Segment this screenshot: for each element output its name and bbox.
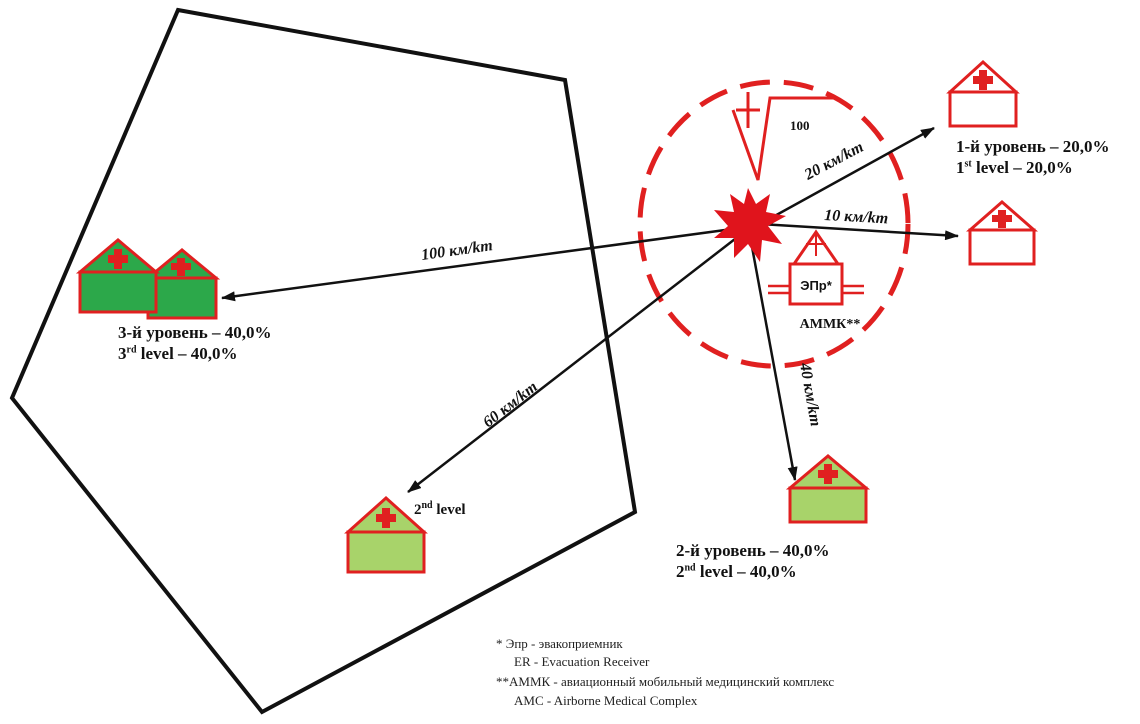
footnote-er-ru: * Эпр - эвакоприемник	[496, 636, 623, 651]
er-label: ЭПр*	[800, 278, 833, 293]
radiation-dose-icon	[731, 92, 836, 181]
level1-en-prefix: 1	[956, 158, 965, 177]
amc-label: АММК**	[800, 317, 861, 332]
level2-label: 2-й уровень – 40,0% 2nd level – 40,0%	[676, 540, 830, 582]
evacuation-receiver-icon	[768, 229, 864, 306]
level3-en-prefix: 3	[118, 344, 127, 363]
level2-label-ru: 2-й уровень – 40,0%	[676, 541, 830, 560]
incident-burst-icon	[714, 188, 786, 262]
route-arrow-level1-alt	[759, 222, 959, 241]
level3-en-suffix: level – 40,0%	[136, 344, 238, 363]
level3-label-ru: 3-й уровень – 40,0%	[118, 323, 272, 342]
level3-en-sup: rd	[126, 344, 137, 356]
level3-label-en: 3rd level – 40,0%	[118, 343, 272, 364]
route-arrow-level2-near	[748, 235, 798, 481]
level2-en-sup: nd	[684, 562, 696, 574]
route-arrow-level2-far	[407, 231, 745, 493]
footnote-amc-en: AMC - Airborne Medical Complex	[514, 693, 698, 708]
route-label-level2-near: 40 км/km	[796, 361, 824, 428]
route-label-level3: 100 км/km	[420, 237, 494, 264]
level3-label: 3-й уровень – 40,0% 3rd level – 40,0%	[118, 322, 272, 364]
level2-remote-facility-icon	[344, 495, 428, 574]
level2-label-en: 2nd level – 40,0%	[676, 561, 830, 582]
level1-label: 1-й уровень – 20,0% 1st level – 20,0%	[956, 136, 1110, 178]
level1-label-ru: 1-й уровень – 20,0%	[956, 137, 1110, 156]
level2-en-prefix: 2	[676, 562, 685, 581]
level2-remote-label: 2nd level	[414, 500, 466, 521]
level2-remote-en-suffix: level	[432, 502, 466, 518]
level2-facility-icon	[785, 454, 871, 524]
route-label-level1-alt: 10 км/km	[824, 207, 889, 227]
level1-facility-icon	[946, 59, 1020, 128]
level1-label-en: 1st level – 20,0%	[956, 157, 1110, 178]
route-label-level1: 20 км/km	[801, 138, 866, 184]
danger-zone	[637, 79, 911, 369]
footnote-amc-ru: **АММК - авиационный мобильный медицинск…	[496, 674, 835, 689]
level1-en-sup: st	[964, 158, 972, 170]
level1-facility-icon-alt	[966, 200, 1038, 266]
region-boundary	[9, 7, 638, 715]
dose-value: 100	[790, 118, 810, 133]
level3-facility-icon	[75, 238, 221, 320]
level1-en-suffix: level – 20,0%	[971, 158, 1073, 177]
level2-remote-en-prefix: 2	[414, 502, 422, 518]
route-arrow-level3	[221, 226, 741, 302]
route-arrow-level1	[759, 126, 935, 226]
level2-en-suffix: level – 40,0%	[695, 562, 797, 581]
level2-remote-en-sup: nd	[421, 500, 433, 511]
route-label-level2-far: 60 км/km	[480, 378, 541, 431]
footnote-er-en: ER - Evacuation Receiver	[514, 654, 650, 669]
